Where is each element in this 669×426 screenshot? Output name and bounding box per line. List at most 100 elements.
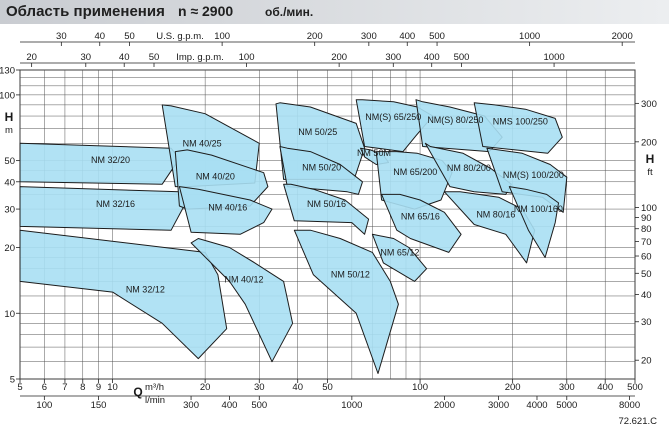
x-unit-m3h: m³/h [145,382,164,393]
y-tick-label-ft: 50 [641,269,652,280]
region-label: NMS 100/250 [493,117,548,127]
x-tick-label-m3h: 9 [96,382,101,393]
y-unit-right: ft [647,167,653,178]
region-label: NM(S) 80/250 [427,115,483,125]
x-tick-label-lmin: 4000 [526,400,547,411]
y-tick-label-m: 20 [4,243,15,254]
y-tick-label-m: 5 [10,375,15,386]
x-tick-label-m3h: 8 [80,382,85,393]
x-tick-label-usgpm: 30 [56,31,67,42]
y-tick-label-ft: 70 [641,237,652,248]
x-tick-label-impgpm: 1000 [544,52,565,63]
x-axis-impgpm-label: Imp. g.p.m. [176,52,224,63]
x-axis-usgpm-label: U.S. g.p.m. [156,31,204,42]
x-tick-label-lmin: 5000 [556,400,577,411]
x-tick-label-impgpm: 300 [385,52,401,63]
x-tick-label-m3h: 5 [17,382,22,393]
y-axis-label-right: H [646,152,655,166]
y-tick-label-ft: 60 [641,252,652,263]
x-tick-label-impgpm: 40 [119,52,130,63]
x-tick-label-usgpm: 50 [124,31,135,42]
y-tick-label-ft: 20 [641,356,652,367]
region-label: NM 40/20 [196,172,235,182]
x-tick-label-m3h: 30 [254,382,265,393]
y-tick-label-m: 30 [4,205,15,216]
chart-title: Область применения [6,3,165,20]
y-tick-label-m: 130 [0,66,15,77]
y-tick-label-ft: 40 [641,290,652,301]
region-label: NM 32/16 [96,199,135,209]
region-label: NM 32/20 [91,155,130,165]
header-bar [0,0,669,24]
x-tick-label-m3h: 10 [107,382,118,393]
x-tick-label-lmin: 8000 [619,400,640,411]
region-label: NM 80/200 [447,163,491,173]
region-label: NM 65/12 [380,248,419,258]
x-tick-label-usgpm: 500 [429,31,445,42]
x-tick-label-impgpm: 100 [239,52,255,63]
y-tick-label-ft: 30 [641,317,652,328]
region-label: NM(S) 65/250 [365,112,421,122]
region-nm-50-12 [293,229,399,374]
region-label: NM 50/16 [307,199,346,209]
x-tick-label-usgpm: 300 [361,31,377,42]
region-label: NM 40/12 [225,275,264,285]
region-nm-40-12 [190,238,294,363]
x-tick-label-lmin: 2000 [434,400,455,411]
x-tick-label-m3h: 500 [627,382,643,393]
y-tick-label-ft: 200 [641,137,657,148]
x-tick-label-lmin: 500 [251,400,267,411]
x-tick-label-m3h: 200 [505,382,521,393]
x-tick-label-usgpm: 100 [214,31,230,42]
y-axis-label-left: H [5,110,14,124]
x-tick-label-lmin: 100 [36,400,52,411]
x-tick-label-lmin: 300 [183,400,199,411]
x-tick-label-impgpm: 20 [26,52,37,63]
x-tick-label-lmin: 150 [91,400,107,411]
x-tick-label-usgpm: 200 [307,31,323,42]
region-label: NM 100/160 [514,204,563,214]
x-tick-label-lmin: 400 [222,400,238,411]
x-tick-label-usgpm: 1000 [519,31,540,42]
x-tick-label-m3h: 40 [292,382,303,393]
region-label: NM(S) 100/200 [503,170,564,180]
y-tick-label-m: 10 [4,309,15,320]
x-tick-label-impgpm: 30 [80,52,91,63]
x-tick-label-m3h: 50 [322,382,333,393]
region-nms-100-250 [473,102,563,154]
region-nm-50-16 [283,183,370,235]
x-tick-label-impgpm: 200 [331,52,347,63]
region-label: NM 50/20 [302,163,341,173]
y-tick-label-ft: 300 [641,99,657,110]
x-tick-label-usgpm: 40 [94,31,105,42]
y-tick-label-m: 40 [4,177,15,188]
x-tick-label-lmin: 3000 [488,400,509,411]
x-tick-label-usgpm: 400 [399,31,415,42]
region-label: NM 65/200 [393,167,437,177]
speed-label: n ≈ 2900 [178,3,233,19]
x-unit-lmin: l/min [145,395,165,406]
pump-regions: NM 32/20 NM 32/16 NM 32/12 NM 40/25 NM 40/20… [19,99,568,374]
region-label: NM 50/12 [331,270,370,280]
speed-unit: об./мин. [265,5,313,19]
region-label: NM 65/16 [401,212,440,222]
x-tick-label-impgpm: 50 [149,52,160,63]
x-tick-label-usgpm: 2000 [612,31,633,42]
y-tick-label-ft: 80 [641,224,652,235]
region-label: NM 50/25 [298,127,337,137]
y-tick-label-ft: 100 [641,203,657,214]
x-tick-label-m3h: 6 [42,382,47,393]
x-tick-label-impgpm: 500 [454,52,470,63]
region-nm-32-20 [19,142,180,185]
x-axis-label: Q [133,385,142,399]
region-label: NM 80/16 [476,210,515,220]
region-label: NM 32/12 [126,285,165,295]
region-nm-65-16 [381,193,462,253]
region-nm-65-12 [371,233,428,282]
y-tick-label-m: 50 [4,156,15,167]
x-tick-label-m3h: 400 [597,382,613,393]
y-unit-left: m [5,125,13,136]
x-tick-label-m3h: 300 [559,382,575,393]
